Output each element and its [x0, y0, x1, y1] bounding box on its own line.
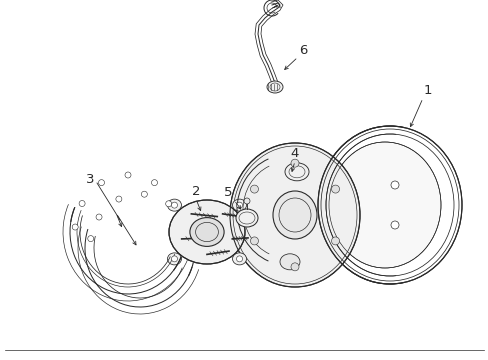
Ellipse shape — [189, 217, 224, 246]
Ellipse shape — [171, 256, 177, 262]
Ellipse shape — [72, 224, 78, 230]
Ellipse shape — [151, 180, 157, 186]
Text: 3: 3 — [85, 174, 94, 186]
Ellipse shape — [167, 253, 181, 265]
Ellipse shape — [266, 81, 283, 93]
Ellipse shape — [141, 191, 147, 197]
Ellipse shape — [125, 172, 131, 178]
Ellipse shape — [165, 201, 171, 207]
Ellipse shape — [244, 198, 249, 204]
Ellipse shape — [290, 159, 298, 167]
Ellipse shape — [290, 263, 298, 271]
Ellipse shape — [79, 201, 85, 207]
Text: 1: 1 — [423, 84, 431, 96]
Ellipse shape — [285, 163, 308, 181]
Ellipse shape — [250, 237, 258, 245]
Text: 5: 5 — [224, 186, 232, 199]
Ellipse shape — [169, 200, 244, 264]
Ellipse shape — [167, 199, 181, 211]
Ellipse shape — [116, 196, 122, 202]
Ellipse shape — [229, 143, 359, 287]
Ellipse shape — [331, 237, 339, 245]
Ellipse shape — [236, 209, 258, 227]
Ellipse shape — [390, 221, 398, 229]
Ellipse shape — [236, 202, 242, 208]
Ellipse shape — [331, 185, 339, 193]
Ellipse shape — [236, 256, 242, 262]
Ellipse shape — [87, 236, 94, 242]
Ellipse shape — [390, 181, 398, 189]
Ellipse shape — [232, 199, 246, 211]
Ellipse shape — [328, 142, 440, 268]
Ellipse shape — [317, 126, 461, 284]
Ellipse shape — [232, 253, 246, 265]
Text: 4: 4 — [290, 148, 299, 161]
Text: 6: 6 — [298, 44, 306, 57]
Ellipse shape — [171, 202, 177, 208]
Ellipse shape — [272, 191, 316, 239]
Text: 2: 2 — [191, 185, 200, 198]
Ellipse shape — [96, 214, 102, 220]
Ellipse shape — [98, 180, 104, 186]
Ellipse shape — [280, 254, 299, 270]
Ellipse shape — [250, 185, 258, 193]
